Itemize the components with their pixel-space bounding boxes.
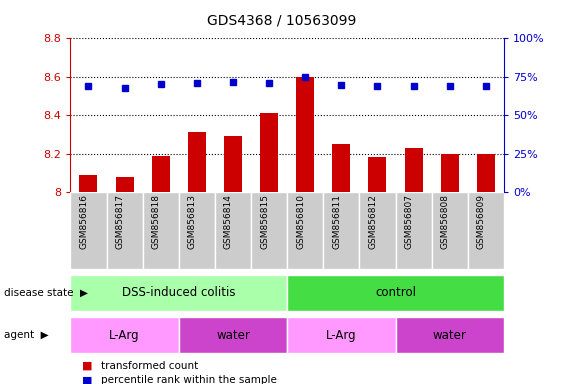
Text: GSM856814: GSM856814 <box>224 194 233 249</box>
Text: percentile rank within the sample: percentile rank within the sample <box>101 375 277 384</box>
Text: L-Arg: L-Arg <box>326 329 356 341</box>
Text: GSM856816: GSM856816 <box>79 194 88 249</box>
Bar <box>395 317 504 353</box>
Text: water: water <box>216 329 250 341</box>
Bar <box>395 192 432 269</box>
Text: transformed count: transformed count <box>101 361 199 371</box>
Text: ■: ■ <box>82 375 92 384</box>
Text: GSM856812: GSM856812 <box>368 194 377 249</box>
Text: agent  ▶: agent ▶ <box>3 330 48 340</box>
Bar <box>441 154 459 192</box>
Bar <box>359 192 395 269</box>
Bar <box>468 192 504 269</box>
Bar <box>188 132 206 192</box>
Bar <box>151 156 169 192</box>
Bar <box>179 192 215 269</box>
Bar <box>70 317 179 353</box>
Text: GSM856815: GSM856815 <box>260 194 269 249</box>
Bar <box>323 192 359 269</box>
Text: control: control <box>375 286 416 299</box>
Text: GSM856808: GSM856808 <box>441 194 450 249</box>
Text: DSS-induced colitis: DSS-induced colitis <box>122 286 235 299</box>
Text: GSM856807: GSM856807 <box>405 194 414 249</box>
Bar <box>432 192 468 269</box>
Text: GSM856817: GSM856817 <box>115 194 124 249</box>
Bar <box>70 192 106 269</box>
Bar <box>115 177 133 192</box>
Text: water: water <box>433 329 467 341</box>
Bar <box>70 275 287 311</box>
Text: ■: ■ <box>82 361 92 371</box>
Bar <box>79 175 97 192</box>
Bar <box>106 192 142 269</box>
Bar <box>287 317 395 353</box>
Bar <box>142 192 179 269</box>
Bar <box>296 77 314 192</box>
Text: GSM856813: GSM856813 <box>188 194 197 249</box>
Bar <box>287 275 504 311</box>
Bar <box>477 154 495 192</box>
Bar <box>224 136 242 192</box>
Bar <box>405 148 423 192</box>
Bar <box>368 157 386 192</box>
Bar <box>179 317 287 353</box>
Bar <box>215 192 251 269</box>
Bar <box>332 144 350 192</box>
Text: GDS4368 / 10563099: GDS4368 / 10563099 <box>207 13 356 27</box>
Bar <box>251 192 287 269</box>
Text: GSM856818: GSM856818 <box>151 194 160 249</box>
Text: GSM856809: GSM856809 <box>477 194 486 249</box>
Text: GSM856810: GSM856810 <box>296 194 305 249</box>
Text: L-Arg: L-Arg <box>109 329 140 341</box>
Text: GSM856811: GSM856811 <box>332 194 341 249</box>
Text: disease state  ▶: disease state ▶ <box>3 288 87 298</box>
Bar <box>287 192 323 269</box>
Bar <box>260 113 278 192</box>
